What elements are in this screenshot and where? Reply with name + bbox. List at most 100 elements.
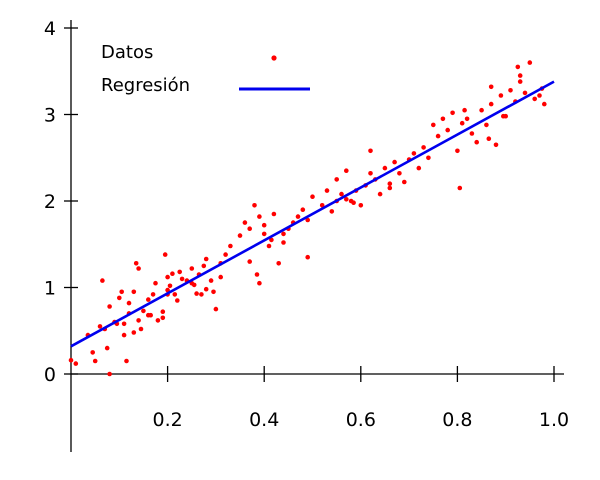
data-point — [155, 318, 161, 323]
data-point — [261, 222, 267, 228]
data-point — [172, 292, 178, 297]
data-point — [247, 259, 252, 264]
data-point — [165, 274, 170, 280]
legend-marker-datos — [271, 55, 277, 61]
x-axis-ticks: 0.2 0.4 0.6 0.8 1.0 — [152, 366, 569, 431]
data-point — [179, 276, 185, 282]
data-point — [416, 165, 422, 171]
data-point — [515, 64, 521, 70]
x-axis: 0.2 0.4 0.6 0.8 1.0 — [71, 366, 569, 431]
data-point — [148, 312, 153, 318]
data-point — [402, 179, 407, 185]
data-point — [138, 326, 144, 332]
data-point — [153, 280, 158, 286]
data-point — [237, 233, 243, 238]
data-points — [68, 60, 547, 377]
data-point — [175, 298, 180, 303]
x-tick-label: 1.0 — [539, 409, 569, 431]
data-point — [203, 286, 209, 292]
data-point — [131, 330, 137, 335]
data-point — [160, 309, 166, 315]
data-point — [104, 345, 110, 351]
data-point — [295, 214, 301, 219]
data-point — [474, 139, 480, 145]
data-point — [90, 350, 95, 355]
data-point — [305, 217, 311, 223]
y-tick-label: 3 — [44, 105, 56, 127]
data-point — [194, 291, 199, 296]
data-point — [276, 261, 282, 266]
data-point — [208, 278, 214, 283]
y-axis-ticks: 0 1 2 3 4 — [44, 18, 78, 386]
data-point — [411, 151, 417, 156]
data-point — [498, 93, 504, 98]
data-point — [242, 220, 248, 225]
data-point — [450, 110, 455, 116]
data-point — [501, 113, 506, 119]
data-point — [382, 165, 388, 171]
data-point — [300, 207, 306, 212]
data-point — [97, 324, 103, 329]
x-tick-label: 0.2 — [152, 409, 182, 431]
data-point — [329, 209, 335, 214]
data-point — [462, 107, 467, 113]
data-point — [133, 261, 139, 266]
data-point — [92, 358, 98, 364]
data-point — [100, 278, 105, 283]
data-point — [177, 269, 182, 275]
data-point — [459, 120, 465, 126]
data-point — [107, 371, 112, 377]
data-point — [527, 60, 533, 65]
data-point — [257, 214, 262, 219]
regression-line — [70, 80, 555, 348]
data-point — [488, 101, 494, 107]
data-point — [247, 226, 252, 231]
x-tick-label: 0.4 — [249, 409, 279, 431]
data-point — [455, 148, 460, 154]
data-point — [201, 263, 207, 269]
data-point — [358, 203, 364, 208]
data-point — [136, 266, 141, 271]
data-point — [339, 191, 344, 197]
data-point — [479, 107, 484, 113]
data-point — [484, 122, 489, 128]
legend-label-regresion: Regresión — [101, 75, 190, 96]
data-point — [73, 361, 79, 366]
data-point — [281, 231, 286, 237]
data-point — [368, 171, 373, 176]
data-point — [228, 243, 233, 249]
y-tick-label: 2 — [44, 191, 56, 213]
data-point — [150, 292, 156, 297]
data-point — [165, 287, 170, 293]
data-point — [319, 203, 325, 208]
data-point — [68, 357, 74, 363]
data-point — [305, 254, 311, 260]
data-point — [170, 271, 175, 277]
data-point — [426, 155, 431, 161]
data-point — [537, 93, 542, 98]
data-point — [435, 133, 441, 139]
data-point — [257, 280, 262, 286]
data-point — [387, 181, 393, 186]
data-point — [269, 237, 274, 243]
y-tick-label: 1 — [44, 278, 56, 300]
data-point — [351, 200, 356, 205]
data-point — [223, 252, 228, 257]
data-point — [488, 84, 494, 90]
data-point — [281, 240, 286, 245]
y-tick-label: 4 — [44, 18, 56, 40]
data-point — [542, 101, 547, 107]
data-point — [469, 131, 475, 136]
y-tick-label: 0 — [44, 364, 56, 386]
data-point — [377, 191, 383, 197]
data-point — [141, 308, 146, 314]
data-point — [218, 274, 223, 280]
data-point — [324, 188, 330, 193]
data-point — [368, 148, 373, 154]
data-point — [440, 116, 446, 122]
data-point — [486, 136, 492, 141]
data-point — [464, 116, 470, 122]
data-point — [107, 304, 112, 309]
data-point — [119, 289, 124, 295]
